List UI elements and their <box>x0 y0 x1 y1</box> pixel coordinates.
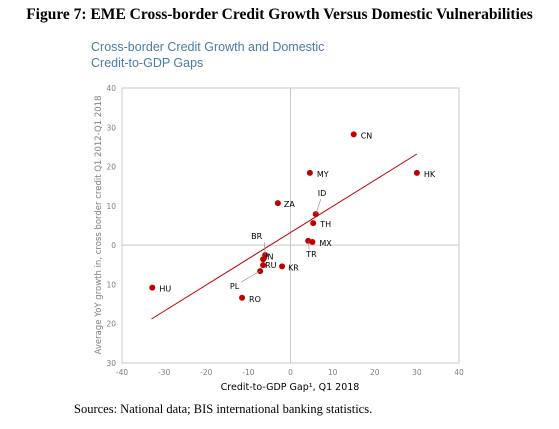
y-tick-label: 30 <box>106 123 116 132</box>
data-point-kr <box>279 263 286 270</box>
data-point-my <box>306 169 313 176</box>
point-label-ro: RO <box>249 295 261 304</box>
point-label-cn: CN <box>361 131 373 140</box>
x-tick-label: -10 <box>242 368 254 377</box>
y-tick-label: 30 <box>106 359 116 368</box>
x-tick-label: 40 <box>454 368 464 377</box>
y-tick-label: 20 <box>106 320 116 329</box>
x-tick-label: -20 <box>200 368 212 377</box>
y-axis-label: Average YoY growth in, cross border cred… <box>94 96 104 355</box>
figure-title: Figure 7: EME Cross-border Credit Growth… <box>26 6 533 23</box>
x-axis-label: Credit-to-GDP Gap¹, Q1 2018 <box>221 382 360 393</box>
chart-tick-labels: -40 -30 -20 -10 0 10 20 30 40 40 30 20 10 0 10 20 30 <box>106 84 464 377</box>
data-point-in <box>260 256 267 263</box>
point-label-br: BR <box>251 232 262 241</box>
x-tick-label: -40 <box>116 368 128 377</box>
label-leader-tr <box>307 240 310 250</box>
point-label-id: ID <box>318 189 327 198</box>
point-label-in: IN <box>265 252 273 261</box>
point-label-hu: HU <box>159 285 171 294</box>
x-tick-label: 0 <box>288 368 293 377</box>
chart-subtitle-line-2: Credit-to-GDP Gaps <box>91 56 204 70</box>
trendline-group <box>151 153 418 320</box>
label-leader-pl <box>241 270 261 283</box>
point-label-mx: MX <box>319 239 332 248</box>
data-point-hk <box>413 169 420 176</box>
trendline <box>151 153 418 320</box>
x-tick-label: 10 <box>328 368 338 377</box>
point-label-th: TH <box>319 220 331 229</box>
chart-axes <box>121 87 460 364</box>
data-point-th <box>310 220 317 227</box>
point-label-hk: HK <box>424 170 436 179</box>
data-point-ro <box>239 294 246 301</box>
label-leader-id <box>315 199 322 215</box>
data-point-cn <box>350 131 357 138</box>
point-label-pl: PL <box>230 282 240 291</box>
data-points <box>149 131 420 301</box>
point-label-kr: KR <box>288 263 299 272</box>
data-point-ru <box>260 262 267 269</box>
data-point-za <box>274 200 281 207</box>
point-label-tr: TR <box>305 250 317 259</box>
point-label-my: MY <box>317 170 329 179</box>
sources-note: Sources: National data; BIS internationa… <box>74 402 373 416</box>
y-tick-label: 0 <box>111 241 116 250</box>
y-tick-label: 10 <box>106 202 116 211</box>
data-point-hu <box>149 284 156 291</box>
label-leader-br <box>263 241 266 255</box>
x-tick-label: -30 <box>158 368 170 377</box>
y-tick-label: 10 <box>106 280 116 289</box>
point-label-ru: RU <box>265 261 277 270</box>
x-tick-label: 30 <box>412 368 422 377</box>
y-tick-label: 20 <box>106 163 116 172</box>
y-tick-label: 40 <box>106 84 116 93</box>
chart-subtitle-line-1: Cross-border Credit Growth and Domestic <box>91 40 325 54</box>
point-label-za: ZA <box>284 200 295 209</box>
x-tick-label: 20 <box>370 368 380 377</box>
